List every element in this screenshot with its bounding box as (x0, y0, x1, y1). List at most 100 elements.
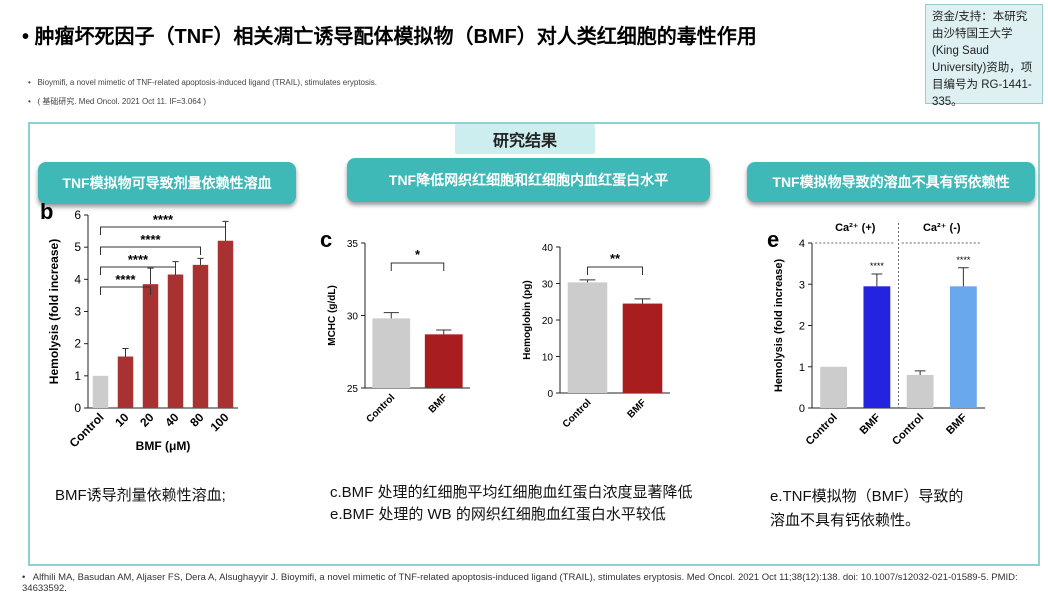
y-tick-label: 0 (547, 389, 553, 400)
chart: 25 30 35 c MCHC (g/dL) Control BMF * (320, 227, 470, 425)
error-bar (579, 279, 596, 283)
y-tick-label: 0 (74, 401, 81, 415)
x-tick-label: BMF (944, 411, 970, 437)
bar (142, 284, 159, 408)
ref: • Bioymifi, a novel mimetic of TNF-relat… (28, 78, 378, 87)
title: 肿瘤坏死因子（TNF）相关凋亡诱导配体模拟物（BMF）对人类红细胞的毒性作用 (34, 26, 757, 48)
y-tick-label: 4 (74, 272, 81, 286)
bar (622, 303, 663, 393)
error-bar (436, 329, 452, 335)
y-tick-label: 4 (799, 238, 805, 250)
caption: c.BMF 处理的红细胞平均红细胞血红蛋白浓度显著降低 (330, 484, 693, 501)
x-tick-label: Control (67, 410, 107, 450)
ref-text: Bioymifi, a novel mimetic of TNF-related… (37, 78, 378, 87)
results-tab: 研究结果 (455, 124, 595, 154)
bar (820, 366, 848, 408)
panel-letter: e (767, 227, 779, 252)
panel-letter: b (40, 200, 53, 224)
section-header: TNF模拟物导致的溶血不具有钙依赖性 (747, 162, 1035, 202)
ref-text: ( 基础研究. Med Oncol. 2021 Oct 11. IF=3.064… (37, 97, 207, 106)
y-tick-label: 20 (542, 316, 554, 327)
error-bar (197, 257, 204, 265)
significance-bracket (100, 286, 151, 295)
bar (906, 375, 934, 408)
section-header: TNF降低网织红细胞和红细胞内血红蛋白水平 (347, 158, 710, 202)
x-tick-label: Control (890, 412, 926, 448)
footer: • Alfhili MA, Basudan AM, Aljaser FS, De… (22, 572, 1018, 594)
y-tick-label: 5 (74, 240, 81, 254)
significance-bracket (390, 262, 445, 271)
significance-bracket (100, 246, 201, 255)
bar (372, 318, 411, 388)
x-tick-label: Control (364, 392, 397, 425)
y-tick-label: 30 (542, 280, 554, 291)
x-tick-label: BMF (858, 411, 884, 437)
y-tick-label: 35 (347, 239, 359, 250)
error-bar (147, 267, 154, 285)
y-tick-label: 1 (799, 362, 805, 374)
significance-label: **** (115, 272, 136, 287)
panel-letter: c (320, 227, 332, 252)
bar (567, 282, 608, 393)
x-tick-label: 80 (187, 410, 207, 430)
x-tick-label: Control (561, 397, 594, 430)
significance-label: ** (610, 251, 621, 266)
y-tick-label: 40 (542, 243, 554, 254)
significance-label: **** (140, 232, 161, 247)
x-tick-label: 10 (112, 410, 132, 430)
group-label: Ca²⁺ (-) (923, 222, 961, 234)
y-axis-label: Hemoglobin (pg) (522, 280, 533, 359)
error-bar (383, 312, 399, 319)
group-label: Ca²⁺ (+) (835, 222, 876, 234)
bar (424, 334, 463, 388)
bar (92, 375, 109, 408)
footer-text: Alfhili MA, Basudan AM, Aljaser FS, Dera… (22, 572, 1018, 594)
y-tick-label: 3 (799, 279, 805, 291)
caption: 溶血不具有钙依赖性。 (770, 512, 921, 529)
y-tick-label: 2 (799, 321, 805, 333)
caption: BMF诱导剂量依赖性溶血; (55, 487, 226, 504)
y-tick-label: 1 (74, 369, 81, 383)
bar (863, 286, 891, 408)
y-tick-label: 25 (347, 384, 359, 395)
caption: e.TNF模拟物（BMF）导致的 (770, 488, 964, 505)
title-row: • 肿瘤坏死因子（TNF）相关凋亡诱导配体模拟物（BMF）对人类红细胞的毒性作用 (22, 26, 757, 48)
bar (949, 286, 977, 408)
error-bar (871, 273, 883, 287)
significance-label: * (415, 247, 421, 262)
x-tick-label: Control (804, 412, 840, 448)
error-bar (634, 298, 651, 304)
y-tick-label: 3 (74, 305, 81, 319)
x-axis-label: BMF (μM) (136, 439, 191, 453)
results-frame (28, 122, 1040, 566)
error-bar (958, 267, 969, 287)
x-tick-label: BMF (626, 397, 649, 420)
significance-label: **** (153, 212, 174, 227)
error-bar (914, 370, 926, 375)
chart: 0 1 2 3 4 5 6 b Hemolysis (fold increase) BMF (μM… (40, 200, 238, 453)
bar (167, 274, 184, 408)
funding: 资金/支持：本研究由沙特国王大学 (King Saud University)资… (925, 4, 1043, 108)
y-tick-label: 30 (347, 312, 359, 323)
y-tick-label: 6 (74, 208, 81, 222)
x-tick-label: 40 (162, 410, 182, 430)
error-bar (122, 347, 129, 357)
bar (217, 240, 234, 408)
x-tick-label: BMF (427, 392, 450, 415)
bar (192, 264, 209, 408)
significance-label: **** (870, 261, 885, 271)
chart: 0 10 20 30 40 Hemoglobin (pg) Control BMF ** (522, 243, 670, 430)
y-axis-label: Hemolysis (fold increase) (773, 259, 785, 393)
x-tick-label: 20 (137, 410, 157, 430)
y-tick-label: 2 (74, 337, 81, 351)
y-tick-label: 0 (799, 403, 805, 415)
significance-bracket (587, 266, 643, 275)
significance-bracket (100, 266, 176, 275)
significance-bracket (100, 226, 226, 235)
y-axis-label: Hemolysis (fold increase) (47, 239, 61, 384)
y-tick-label: 10 (542, 353, 554, 364)
section-header: TNF模拟物可导致剂量依赖性溶血 (38, 162, 296, 204)
bar (117, 356, 134, 408)
